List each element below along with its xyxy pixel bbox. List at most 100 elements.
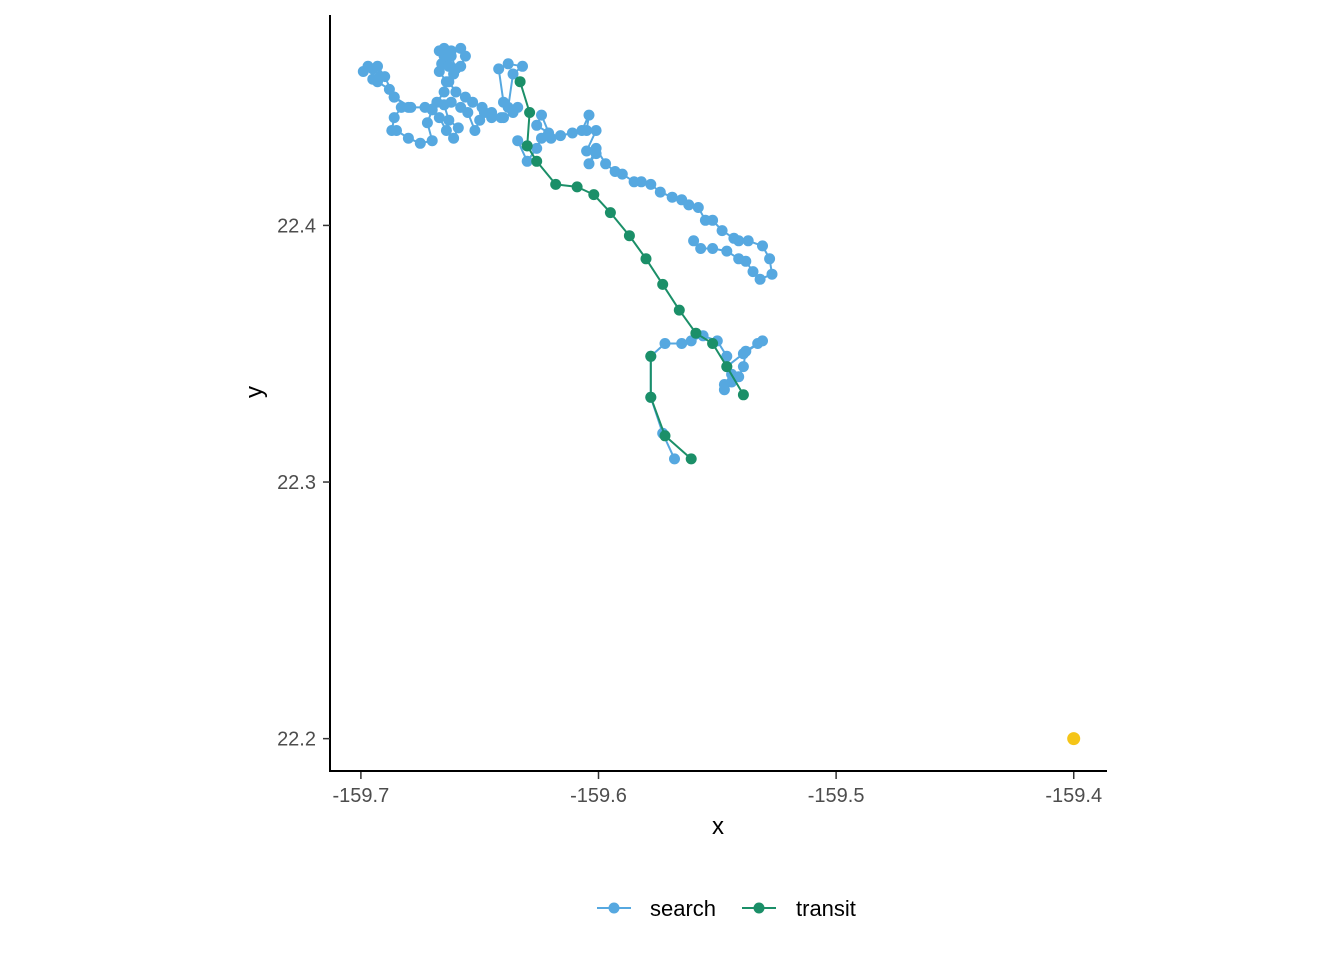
search-point <box>443 76 455 88</box>
legend-key-marker <box>608 902 620 914</box>
search-point <box>469 125 481 136</box>
search-point <box>659 338 671 349</box>
search-point <box>683 199 695 211</box>
search-point <box>707 214 719 226</box>
search-point <box>583 158 595 170</box>
search-point <box>476 101 488 113</box>
transit-point <box>623 230 635 242</box>
search-point <box>438 86 450 98</box>
legend-item-transit: transit <box>742 896 856 921</box>
search-point <box>474 114 486 126</box>
search-point <box>721 245 733 257</box>
search-point <box>692 202 704 213</box>
transit-path <box>649 356 692 460</box>
x-tick-label: -159.5 <box>808 785 865 807</box>
transit-point <box>550 178 562 190</box>
series-transit <box>645 350 697 465</box>
search-point <box>517 60 528 72</box>
transit-point <box>737 389 749 401</box>
series-search <box>512 109 778 285</box>
search-point <box>431 96 443 108</box>
legend-label-transit: transit <box>796 896 856 921</box>
transit-point <box>645 350 657 362</box>
search-point <box>362 60 374 72</box>
search-point <box>695 243 707 254</box>
search-point <box>581 125 593 136</box>
search-point <box>450 86 462 98</box>
search-point <box>590 142 602 154</box>
search-point <box>742 235 754 247</box>
search-point <box>459 50 471 62</box>
legend-item-search: search <box>597 896 716 921</box>
search-point <box>507 68 519 80</box>
transit-point <box>659 430 671 442</box>
search-point <box>388 112 400 124</box>
search-point <box>688 235 700 247</box>
transit-path <box>519 81 745 396</box>
transit-point <box>673 304 685 316</box>
search-point <box>521 155 533 167</box>
series-search <box>645 330 768 465</box>
search-point <box>766 268 778 280</box>
search-point <box>486 107 498 118</box>
x-axis-title: x <box>712 813 724 840</box>
search-point <box>419 101 431 113</box>
legend-label-search: search <box>650 896 716 921</box>
search-point <box>545 132 557 144</box>
search-point <box>707 243 719 254</box>
search-point <box>737 348 749 360</box>
y-ticks: 22.2 22.3 22.4 <box>277 215 330 751</box>
y-axis-title: y <box>241 386 268 398</box>
search-point <box>443 114 455 126</box>
y-tick-label: 22.4 <box>277 215 316 237</box>
search-point <box>455 101 467 113</box>
search-point <box>531 142 543 154</box>
transit-point <box>645 391 657 403</box>
search-point <box>450 63 462 75</box>
transit-point <box>521 140 533 152</box>
series-transit <box>514 76 749 401</box>
series-search <box>357 42 528 149</box>
transit-point <box>588 189 600 201</box>
x-tick-label: -159.7 <box>333 785 390 807</box>
search-point <box>737 361 749 373</box>
transit-point <box>604 207 616 219</box>
search-point <box>645 178 657 190</box>
search-point <box>402 101 414 113</box>
search-point <box>388 91 400 103</box>
transit-point <box>685 453 697 465</box>
search-point <box>414 137 426 149</box>
search-point <box>733 235 745 247</box>
transit-point <box>690 327 702 339</box>
search-point <box>666 191 678 203</box>
highlight-point <box>1067 732 1081 746</box>
search-point <box>590 125 602 136</box>
legend-key-marker <box>753 902 765 914</box>
search-point <box>654 186 666 198</box>
search-point <box>733 371 745 383</box>
search-point <box>512 135 524 147</box>
x-ticks: -159.7 -159.6 -159.5 -159.4 <box>333 772 1102 807</box>
transit-point <box>657 278 669 290</box>
search-point <box>448 132 460 144</box>
search-point <box>402 132 414 144</box>
search-point <box>721 350 733 362</box>
search-point <box>507 107 519 118</box>
search-point <box>495 112 507 124</box>
search-point <box>531 119 543 131</box>
search-point <box>452 122 464 134</box>
y-tick-label: 22.2 <box>277 729 316 751</box>
search-point <box>566 127 578 139</box>
search-point <box>372 60 383 72</box>
search-point <box>386 125 398 136</box>
transit-point <box>721 361 733 373</box>
search-point <box>493 63 505 75</box>
search-point <box>555 130 566 142</box>
search-point <box>426 135 438 147</box>
search-point <box>754 273 766 285</box>
search-point <box>616 168 628 180</box>
search-point <box>757 240 768 252</box>
transit-point <box>640 253 652 265</box>
search-point <box>421 117 433 129</box>
